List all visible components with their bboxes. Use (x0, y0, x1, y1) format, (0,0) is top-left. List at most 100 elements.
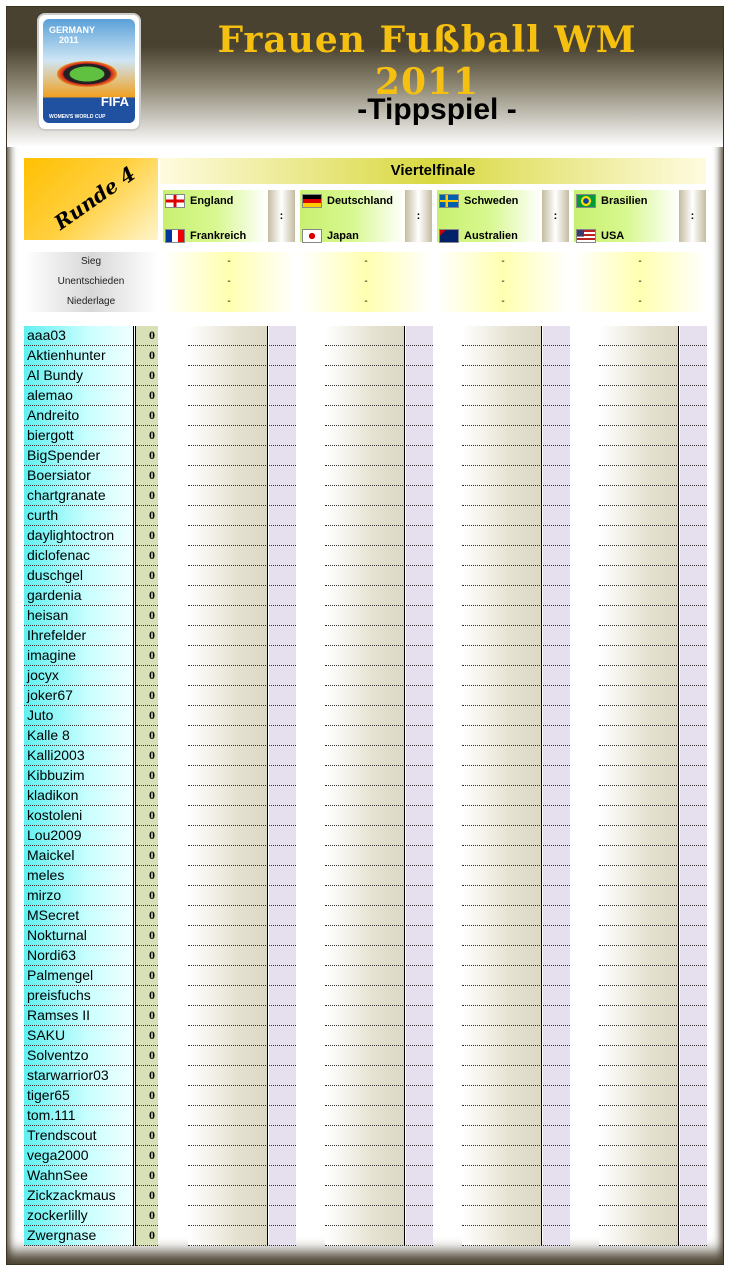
tip-cell-secondary-match-2[interactable] (406, 846, 433, 866)
tip-cell-match-3[interactable] (462, 526, 542, 546)
tip-cell-match-4[interactable] (599, 606, 679, 626)
tip-cell-match-4[interactable] (599, 886, 679, 906)
tip-cell-secondary-match-3[interactable] (543, 886, 570, 906)
tip-cell-match-1[interactable] (188, 1046, 268, 1066)
tip-cell-match-4[interactable] (599, 1226, 679, 1246)
tip-cell-match-1[interactable] (188, 506, 268, 526)
tip-cell-match-2[interactable] (325, 446, 405, 466)
tip-cell-secondary-match-1[interactable] (269, 946, 296, 966)
tip-cell-match-2[interactable] (325, 646, 405, 666)
tip-cell-secondary-match-1[interactable] (269, 346, 296, 366)
tip-cell-match-2[interactable] (325, 1166, 405, 1186)
tip-cell-secondary-match-2[interactable] (406, 646, 433, 666)
tip-cell-match-3[interactable] (462, 1186, 542, 1206)
tip-cell-match-2[interactable] (325, 906, 405, 926)
tip-cell-secondary-match-3[interactable] (543, 606, 570, 626)
tip-cell-secondary-match-4[interactable] (680, 606, 707, 626)
tip-cell-secondary-match-4[interactable] (680, 846, 707, 866)
tip-cell-secondary-match-2[interactable] (406, 366, 433, 386)
tip-cell-secondary-match-3[interactable] (543, 366, 570, 386)
tip-cell-match-1[interactable] (188, 1186, 268, 1206)
tip-cell-match-3[interactable] (462, 986, 542, 1006)
tip-cell-match-2[interactable] (325, 586, 405, 606)
tip-cell-match-4[interactable] (599, 486, 679, 506)
tip-cell-match-4[interactable] (599, 1006, 679, 1026)
tip-cell-secondary-match-3[interactable] (543, 446, 570, 466)
tip-cell-secondary-match-3[interactable] (543, 1166, 570, 1186)
tip-cell-match-2[interactable] (325, 726, 405, 746)
tip-cell-secondary-match-1[interactable] (269, 806, 296, 826)
tip-cell-match-1[interactable] (188, 1026, 268, 1046)
tip-cell-secondary-match-4[interactable] (680, 1186, 707, 1206)
tip-cell-match-2[interactable] (325, 406, 405, 426)
tip-cell-secondary-match-4[interactable] (680, 1226, 707, 1246)
tip-cell-secondary-match-1[interactable] (269, 1106, 296, 1126)
tip-cell-match-4[interactable] (599, 766, 679, 786)
tip-cell-secondary-match-3[interactable] (543, 786, 570, 806)
tip-cell-match-4[interactable] (599, 466, 679, 486)
tip-cell-match-3[interactable] (462, 1166, 542, 1186)
tip-cell-match-4[interactable] (599, 786, 679, 806)
tip-cell-match-4[interactable] (599, 866, 679, 886)
tip-cell-secondary-match-2[interactable] (406, 506, 433, 526)
tip-cell-match-1[interactable] (188, 986, 268, 1006)
tip-cell-match-1[interactable] (188, 866, 268, 886)
tip-cell-match-2[interactable] (325, 466, 405, 486)
tip-cell-match-2[interactable] (325, 386, 405, 406)
tip-cell-secondary-match-1[interactable] (269, 1126, 296, 1146)
tip-cell-secondary-match-4[interactable] (680, 1206, 707, 1226)
tip-cell-match-3[interactable] (462, 406, 542, 426)
tip-cell-secondary-match-1[interactable] (269, 886, 296, 906)
tip-cell-match-3[interactable] (462, 646, 542, 666)
tip-cell-match-1[interactable] (188, 1066, 268, 1086)
tip-cell-match-3[interactable] (462, 326, 542, 346)
tip-cell-secondary-match-4[interactable] (680, 826, 707, 846)
tip-cell-match-4[interactable] (599, 1066, 679, 1086)
tip-cell-secondary-match-1[interactable] (269, 766, 296, 786)
tip-cell-secondary-match-3[interactable] (543, 326, 570, 346)
tip-cell-match-4[interactable] (599, 686, 679, 706)
tip-cell-secondary-match-1[interactable] (269, 1086, 296, 1106)
tip-cell-match-3[interactable] (462, 626, 542, 646)
tip-cell-match-2[interactable] (325, 886, 405, 906)
tip-cell-match-1[interactable] (188, 826, 268, 846)
tip-cell-match-3[interactable] (462, 586, 542, 606)
tip-cell-match-2[interactable] (325, 1146, 405, 1166)
tip-cell-match-2[interactable] (325, 366, 405, 386)
tip-cell-secondary-match-1[interactable] (269, 386, 296, 406)
tip-cell-secondary-match-2[interactable] (406, 1186, 433, 1206)
tip-cell-match-3[interactable] (462, 366, 542, 386)
tip-cell-secondary-match-1[interactable] (269, 606, 296, 626)
tip-cell-secondary-match-4[interactable] (680, 366, 707, 386)
tip-cell-secondary-match-3[interactable] (543, 706, 570, 726)
tip-cell-match-1[interactable] (188, 426, 268, 446)
tip-cell-secondary-match-3[interactable] (543, 1146, 570, 1166)
tip-cell-secondary-match-4[interactable] (680, 906, 707, 926)
tip-cell-match-2[interactable] (325, 806, 405, 826)
tip-cell-match-2[interactable] (325, 1086, 405, 1106)
tip-cell-match-4[interactable] (599, 806, 679, 826)
tip-cell-secondary-match-3[interactable] (543, 1026, 570, 1046)
tip-cell-secondary-match-3[interactable] (543, 686, 570, 706)
tip-cell-secondary-match-1[interactable] (269, 1206, 296, 1226)
tip-cell-secondary-match-2[interactable] (406, 1086, 433, 1106)
tip-cell-match-3[interactable] (462, 946, 542, 966)
tip-cell-match-3[interactable] (462, 1226, 542, 1246)
tip-cell-secondary-match-3[interactable] (543, 966, 570, 986)
tip-cell-match-2[interactable] (325, 846, 405, 866)
tip-cell-match-4[interactable] (599, 1046, 679, 1066)
tip-cell-match-3[interactable] (462, 826, 542, 846)
tip-cell-secondary-match-3[interactable] (543, 986, 570, 1006)
tip-cell-match-2[interactable] (325, 326, 405, 346)
tip-cell-secondary-match-2[interactable] (406, 1206, 433, 1226)
tip-cell-match-1[interactable] (188, 346, 268, 366)
tip-cell-secondary-match-4[interactable] (680, 1166, 707, 1186)
tip-cell-secondary-match-1[interactable] (269, 326, 296, 346)
tip-cell-match-1[interactable] (188, 1006, 268, 1026)
tip-cell-secondary-match-1[interactable] (269, 626, 296, 646)
tip-cell-secondary-match-1[interactable] (269, 366, 296, 386)
tip-cell-match-2[interactable] (325, 1126, 405, 1146)
tip-cell-match-3[interactable] (462, 506, 542, 526)
tip-cell-match-2[interactable] (325, 486, 405, 506)
tip-cell-match-4[interactable] (599, 826, 679, 846)
